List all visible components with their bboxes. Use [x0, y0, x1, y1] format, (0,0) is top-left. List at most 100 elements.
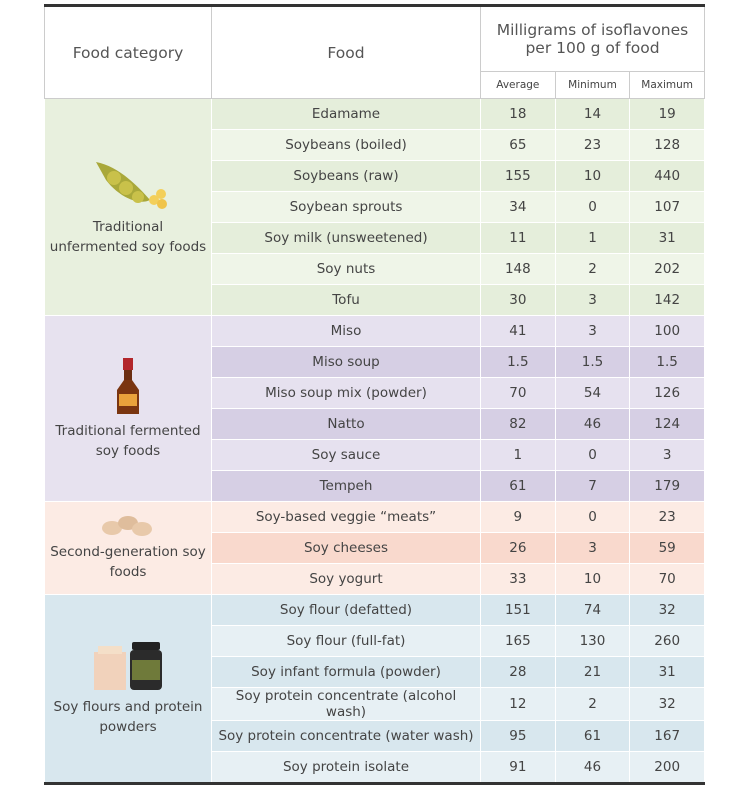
minimum-cell: 10	[554, 563, 631, 595]
maximum-cell: 100	[629, 315, 705, 347]
header-average: Average	[480, 71, 556, 99]
average-cell: 151	[480, 594, 556, 626]
food-cell: Miso soup	[211, 346, 481, 378]
food-cell: Tempeh	[211, 470, 481, 502]
average-cell: 65	[480, 129, 556, 161]
average-cell: 9	[480, 501, 556, 533]
maximum-cell: 440	[629, 160, 705, 192]
table-row: Soy flours and protein powders Soy flour …	[44, 594, 705, 784]
maximum-cell: 32	[629, 687, 705, 721]
average-cell: 91	[480, 751, 556, 784]
food-cell: Soy yogurt	[211, 563, 481, 595]
average-cell: 34	[480, 191, 556, 223]
food-cell: Soy sauce	[211, 439, 481, 471]
maximum-cell: 107	[629, 191, 705, 223]
protein-powder-icon	[94, 641, 162, 690]
maximum-cell: 200	[629, 751, 705, 784]
maximum-cell: 128	[629, 129, 705, 161]
maximum-cell: 31	[629, 222, 705, 254]
food-cell: Miso	[211, 315, 481, 347]
table-row: Soy infant formula (powder) 28 21 31	[45, 656, 705, 688]
minimum-cell: 1	[554, 222, 631, 254]
average-cell: 41	[480, 315, 556, 347]
food-cell: Soy protein isolate	[211, 751, 481, 784]
food-cell: Edamame	[211, 98, 481, 130]
maximum-cell: 260	[629, 625, 705, 657]
category-label: Soy flours and protein powders	[53, 698, 203, 735]
category-label: Traditional unfermented soy foods	[49, 219, 207, 255]
category-cell: Traditional fermented soy foods	[44, 315, 212, 502]
soybean-icon	[96, 162, 167, 210]
average-cell: 12	[480, 687, 556, 721]
average-cell: 28	[480, 656, 556, 688]
header-category: Food category	[44, 5, 212, 99]
maximum-cell: 59	[629, 532, 705, 564]
maximum-cell: 70	[629, 563, 705, 595]
minimum-cell: 0	[554, 501, 631, 533]
food-cell: Natto	[211, 408, 481, 440]
food-cell: Soybeans (boiled)	[211, 129, 481, 161]
food-cell: Soy protein concentrate (alcohol wash)	[211, 687, 481, 721]
food-cell: Soy infant formula (powder)	[211, 656, 481, 688]
minimum-cell: 0	[554, 439, 631, 471]
minimum-cell: 2	[554, 687, 631, 721]
table-row: Soybeans (raw) 155 10 440	[45, 160, 705, 192]
header-food: Food	[211, 5, 481, 99]
header-measure: Milligrams of isoflavones per 100 g of f…	[480, 5, 705, 72]
minimum-cell: 23	[554, 129, 631, 161]
minimum-cell: 74	[554, 594, 631, 626]
average-cell: 1	[480, 439, 556, 471]
table-row: Soy sauce 1 0 3	[45, 439, 705, 471]
maximum-cell: 3	[629, 439, 705, 471]
food-cell: Miso soup mix (powder)	[211, 377, 481, 409]
maximum-cell: 31	[629, 656, 705, 688]
maximum-cell: 23	[629, 501, 705, 533]
table-row: Soybeans (boiled) 65 23 128	[45, 129, 705, 161]
food-cell: Soybean sprouts	[211, 191, 481, 223]
food-cell: Soy cheeses	[211, 532, 481, 564]
maximum-cell: 126	[629, 377, 705, 409]
average-cell: 33	[480, 563, 556, 595]
soy-sauce-icon	[117, 357, 139, 414]
average-cell: 26	[480, 532, 556, 564]
category-label: Second-generation soy foods	[50, 544, 206, 580]
table-row: Soy protein concentrate (alcohol wash) 12…	[45, 687, 705, 721]
category-cell: Soy flours and protein powders	[44, 594, 212, 784]
food-cell: Soy flour (defatted)	[211, 594, 481, 626]
veggie-meat-icon	[102, 516, 152, 537]
minimum-cell: 46	[554, 408, 631, 440]
minimum-cell: 1.5	[554, 346, 631, 378]
minimum-cell: 14	[554, 98, 631, 130]
minimum-cell: 3	[554, 532, 631, 564]
table-row: Miso soup 1.5 1.5 1.5	[45, 346, 705, 378]
maximum-cell: 202	[629, 253, 705, 285]
maximum-cell: 142	[629, 284, 705, 316]
food-cell: Soy milk (unsweetened)	[211, 222, 481, 254]
category-cell: Second-generation soy foods	[44, 501, 212, 595]
average-cell: 82	[480, 408, 556, 440]
table-row: Traditional unfermented soy foods Edamame…	[44, 98, 705, 316]
minimum-cell: 61	[554, 720, 631, 752]
isoflavone-table: Food category Food Milligrams of isoflav…	[44, 4, 705, 785]
table-row: Soy protein concentrate (water wash) 95 61…	[45, 720, 705, 752]
maximum-cell: 167	[629, 720, 705, 752]
minimum-cell: 10	[554, 160, 631, 192]
table-body: Traditional unfermented soy foods Edamame…	[44, 98, 705, 784]
table-row: Second-generation soy foods Soy-based veg…	[44, 501, 705, 595]
maximum-cell: 124	[629, 408, 705, 440]
average-cell: 30	[480, 284, 556, 316]
food-cell: Soybeans (raw)	[211, 160, 481, 192]
food-cell: Soy protein concentrate (water wash)	[211, 720, 481, 752]
maximum-cell: 179	[629, 470, 705, 502]
minimum-cell: 2	[554, 253, 631, 285]
average-cell: 61	[480, 470, 556, 502]
minimum-cell: 7	[554, 470, 631, 502]
average-cell: 155	[480, 160, 556, 192]
table-row: Soy yogurt 33 10 70	[45, 563, 705, 595]
table-row: Miso soup mix (powder) 70 54 126	[45, 377, 705, 409]
table-row: Traditional fermented soy foods Miso 41 3 10…	[44, 315, 705, 502]
average-cell: 70	[480, 377, 556, 409]
table-row: Tofu 30 3 142	[45, 284, 705, 316]
table-row: Soy nuts 148 2 202	[45, 253, 705, 285]
